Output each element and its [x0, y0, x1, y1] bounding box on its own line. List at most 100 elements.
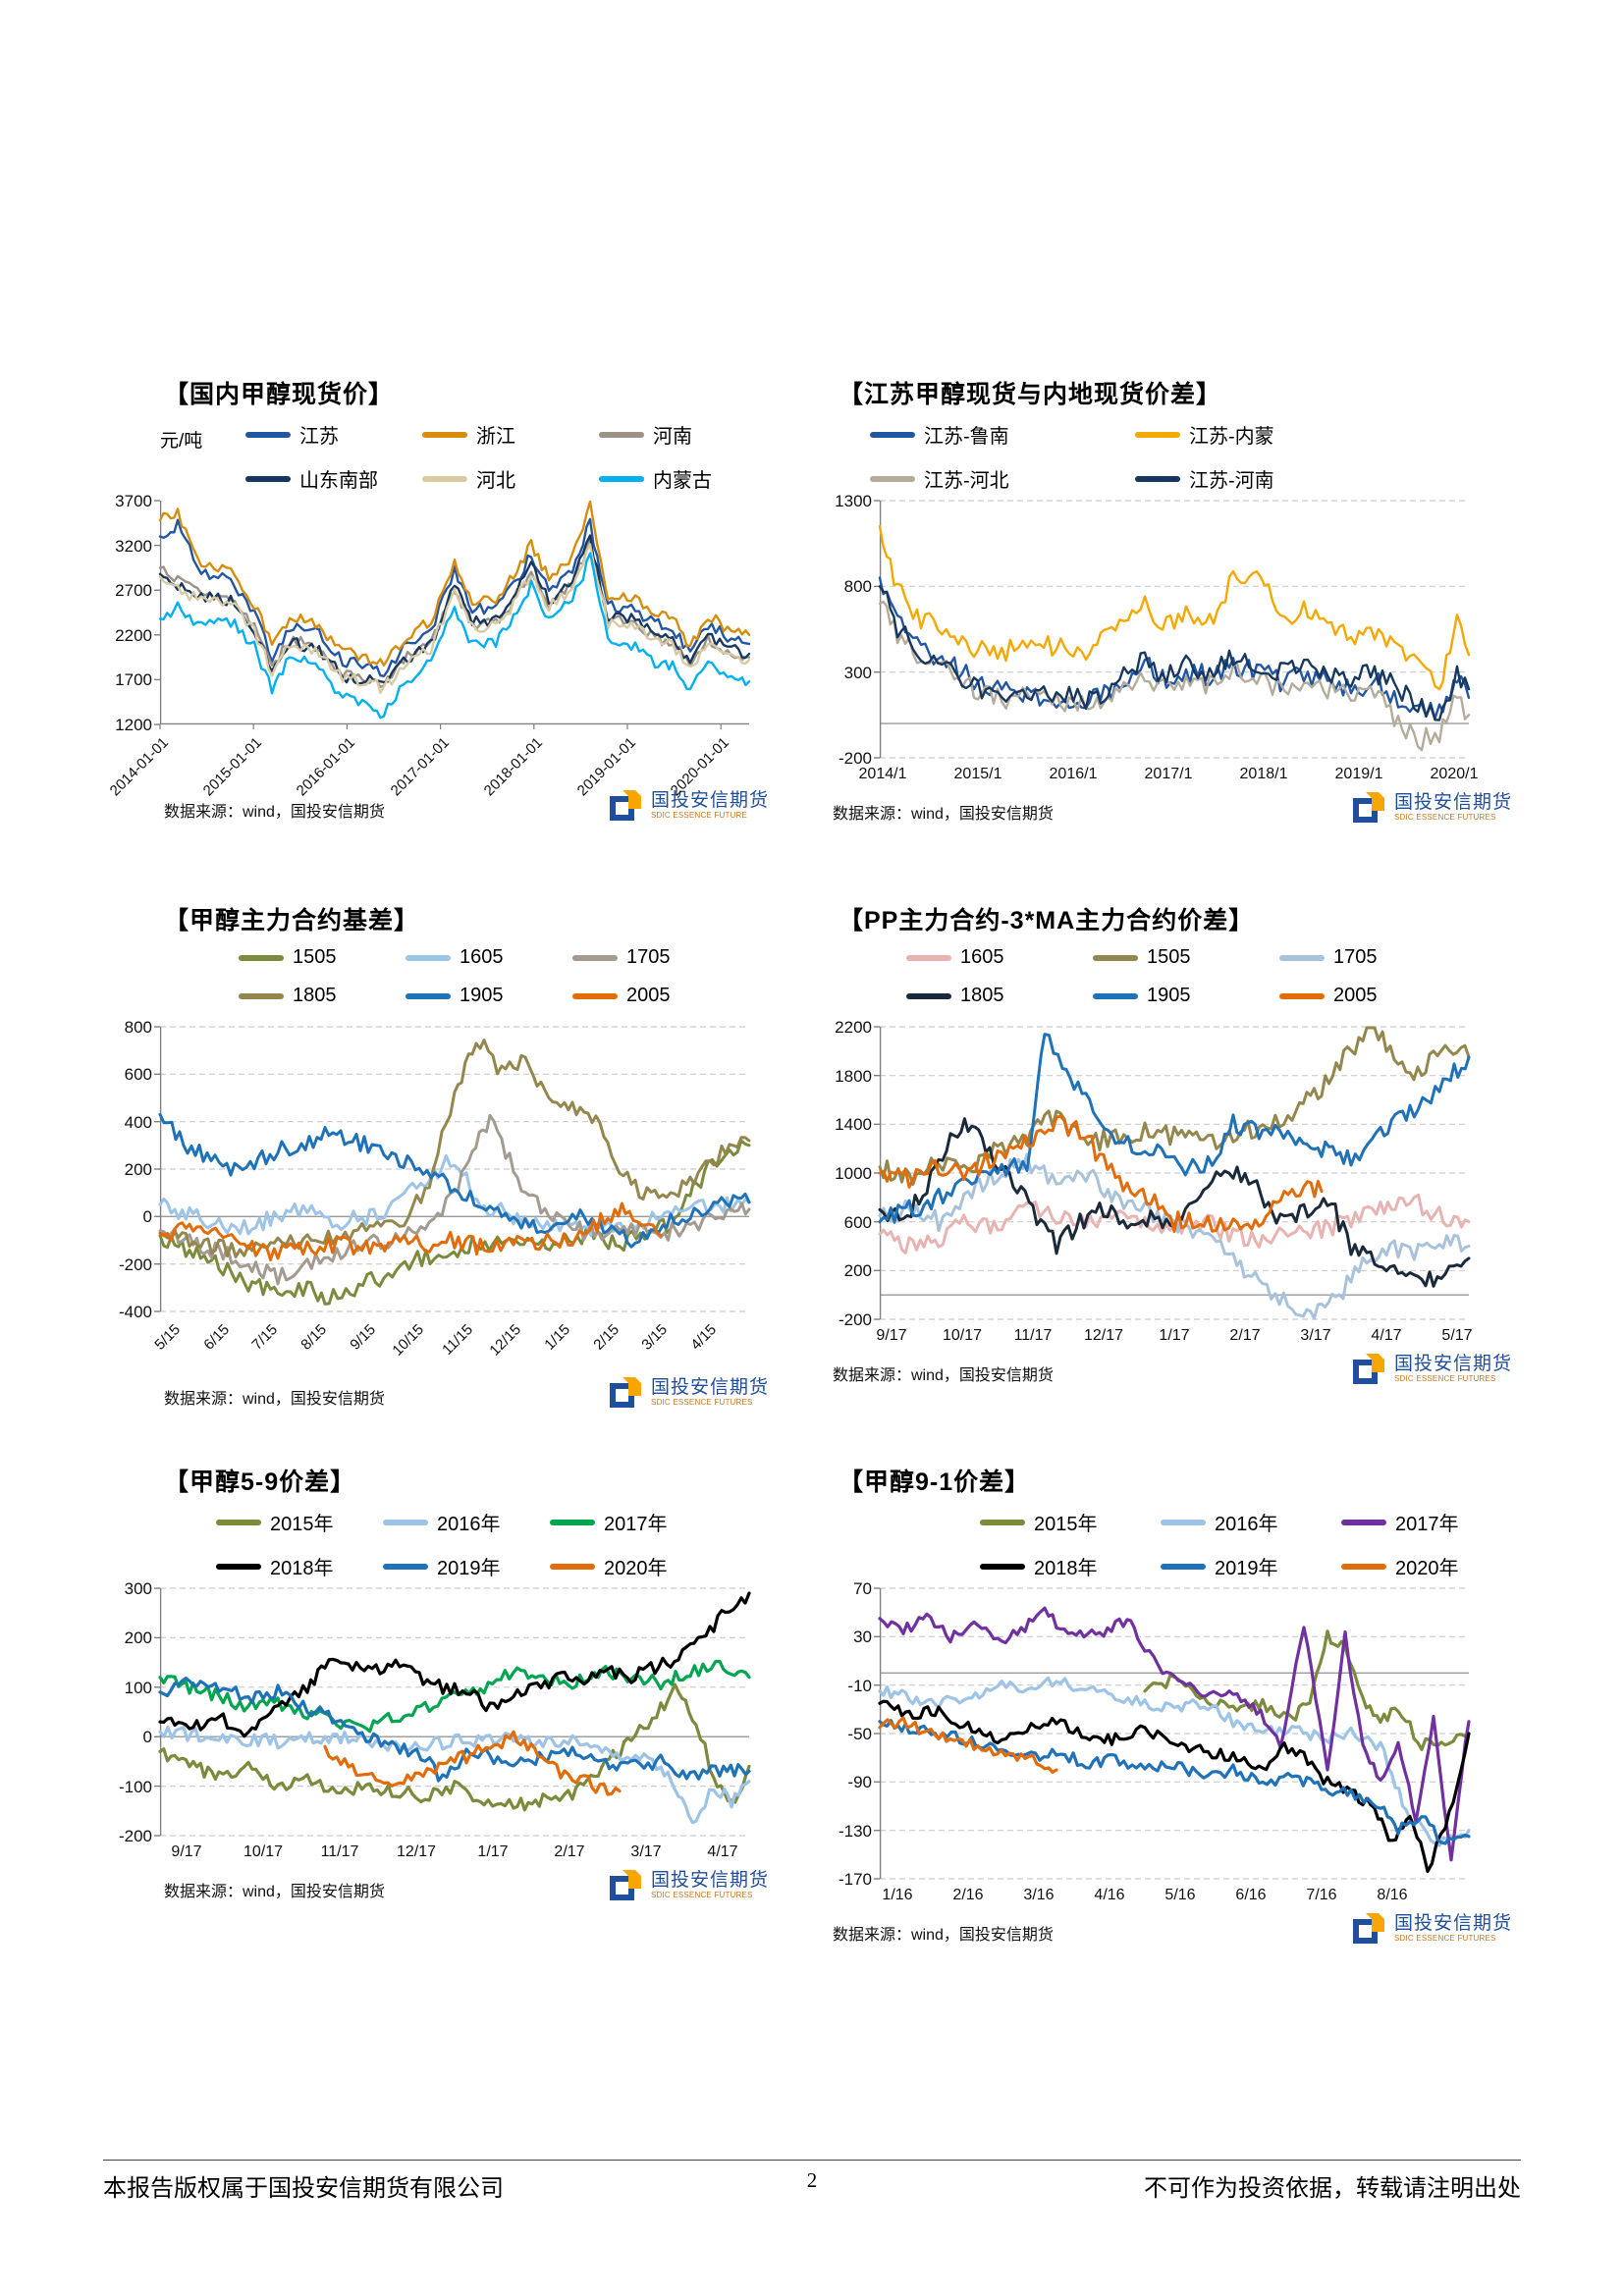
x-tick-label: 6/15: [199, 1321, 233, 1354]
legend-label: 2019年: [437, 1558, 501, 1579]
legend-swatch: [1279, 992, 1325, 999]
legend-label: 1505: [1147, 946, 1191, 968]
series-line-江苏-内蒙: [878, 525, 1471, 691]
legend-swatch: [572, 992, 618, 999]
y-tick-label: -50: [847, 1725, 872, 1743]
legend-swatch: [216, 1519, 261, 1525]
company-logo: 国投安信期货 SDIC ESSENCE FUTURES: [609, 1869, 769, 1901]
company-logo-text: 国投安信期货 SDIC ESSENCE FUTURES: [1393, 791, 1512, 823]
legend-swatch: [1093, 992, 1138, 999]
legend-item: 1605: [906, 946, 1093, 969]
x-tick-label: 2/17: [554, 1843, 585, 1860]
x-tick-label: 2/16: [952, 1887, 984, 1903]
legend-swatch: [550, 1563, 595, 1570]
x-tick-label: 2020-01-01: [667, 734, 733, 800]
series-line-2018年: [878, 1699, 1471, 1874]
company-logo-text: 国投安信期货 SDIC ESSENCE FUTURES: [650, 1870, 769, 1900]
data-source-label: 数据来源：wind，国投安信期货: [833, 1927, 1054, 1944]
series-line-1505: [878, 1026, 1471, 1186]
chart-plot: [874, 1026, 1471, 1320]
y-tick-label: 1200: [115, 716, 152, 734]
logo-subtitle-en: SDIC ESSENCE FUTURES: [1393, 1373, 1496, 1383]
legend-label: 1805: [293, 985, 337, 1006]
legend-row: 山东南部 河北 内蒙古: [245, 464, 802, 493]
logo-subtitle-en: SDIC ESSENCE FUTURES: [650, 1890, 753, 1899]
legend-swatch: [239, 992, 284, 999]
x-tick-label: 12/15: [486, 1321, 525, 1360]
chart-legend: 1505 1605 1705 1805 1905 2005: [103, 946, 802, 1027]
legend-label: 1805: [960, 985, 1004, 1006]
y-tick-label: 0: [142, 1728, 152, 1747]
legend-item: 2018年: [216, 1552, 383, 1580]
chart-title: 【PP主力合约-3*MA主力合约价差】: [839, 907, 1255, 934]
series-line-江苏-河南: [878, 585, 1471, 721]
y-tick-label: 3700: [115, 492, 152, 510]
x-tick-label: 2015/1: [953, 766, 1002, 782]
legend-row: 1505 1605 1705: [239, 946, 802, 969]
legend-label: 2018年: [1034, 1558, 1098, 1579]
legend-label: 2005: [626, 985, 671, 1006]
data-source-label: 数据来源：wind，国投安信期货: [833, 806, 1054, 823]
chart-panel: 【甲醇9-1价差】 2015年 2016年 2017年 2018年 2019年 2020年…: [823, 1463, 1522, 1945]
company-logo: 国投安信期货 SDIC ESSENCE FUTURES: [609, 1376, 769, 1409]
y-axis-unit-label: 元/吨: [160, 431, 203, 452]
legend-label: 2019年: [1215, 1558, 1278, 1579]
chart-plot: [154, 1026, 751, 1312]
legend-item: 1705: [572, 946, 739, 969]
x-tick-label: 4/16: [1094, 1887, 1125, 1903]
x-tick-label: 5/16: [1164, 1887, 1196, 1903]
chart-panel: 【PP主力合约-3*MA主力合约价差】 1605 1505 1705 1805 1905…: [823, 901, 1522, 1385]
series-line-1605: [878, 1193, 1471, 1255]
legend-item: 山东南部: [245, 464, 422, 493]
x-tick-label: 2018-01-01: [480, 734, 546, 800]
y-tick-label: 2200: [835, 1018, 872, 1037]
legend-label: 1705: [1333, 946, 1378, 968]
source-row: 数据来源：wind，国投安信期货 国投安信期货 SDIC ESSENCE FUT…: [823, 1353, 1522, 1385]
legend-item: 江苏-河南: [1135, 464, 1400, 493]
chart-title: 【甲醇9-1价差】: [839, 1468, 1031, 1496]
chart-plot: [874, 1587, 1471, 1880]
legend-swatch: [1341, 1519, 1386, 1525]
legend-item: 2019年: [383, 1552, 550, 1580]
legend-swatch: [906, 992, 951, 999]
legend-row: 1805 1905 2005: [906, 985, 1522, 1007]
legend-label: 1705: [626, 946, 671, 968]
legend-item: 2016年: [1161, 1508, 1341, 1536]
x-tick-label: 4/15: [687, 1321, 721, 1354]
x-tick-label: 10/17: [243, 1843, 284, 1860]
x-tick-label: 3/16: [1023, 1887, 1055, 1903]
legend-swatch: [383, 1519, 428, 1525]
x-tick-label: 11/17: [320, 1843, 359, 1860]
legend-row: 2015年 2016年 2017年: [216, 1508, 802, 1536]
x-tick-label: 2016/1: [1049, 766, 1098, 782]
chart-title: 【甲醇5-9价差】: [164, 1468, 356, 1496]
source-row: 数据来源：wind，国投安信期货 国投安信期货 SDIC ESSENCE FUT…: [103, 789, 802, 822]
footer-copyright: 本报告版权属于国投安信期货有限公司: [103, 2175, 504, 2202]
x-tick-label: 11/15: [439, 1321, 476, 1359]
y-tick-label: -90: [847, 1773, 872, 1792]
x-tick-label: 2019-01-01: [573, 734, 640, 800]
legend-swatch: [1279, 954, 1325, 961]
series-line-1705: [878, 1152, 1471, 1320]
y-tick-label: 1800: [835, 1066, 872, 1086]
series-line-2015年: [1143, 1629, 1471, 1751]
legend-item: 2020年: [550, 1552, 717, 1580]
x-tick-label: 8/16: [1377, 1887, 1408, 1903]
y-tick-label: 3200: [115, 536, 152, 556]
series-line-1905: [158, 1112, 751, 1249]
x-tick-label: 2/15: [590, 1321, 623, 1354]
legend-row: 1605 1505 1705: [906, 946, 1522, 969]
chart-plot-area: 2200 1800 1400 1000 600 200 -200 9/17 10/17 11/17…: [823, 1018, 1522, 1353]
series-line-1805: [158, 1039, 751, 1258]
company-logo-icon: [1352, 1913, 1384, 1944]
logo-subtitle-en: SDIC ESSENCE FUTURES: [1393, 812, 1496, 822]
x-tick-label: 2017/1: [1144, 766, 1193, 782]
x-tick-label: 6/16: [1235, 1887, 1267, 1903]
legend-swatch: [1341, 1563, 1386, 1570]
legend-swatch: [550, 1519, 595, 1525]
chart-plot-area: 800 600 400 200 0 -200 -400 5/15 6/15 7/15 8/15 9/1…: [103, 1018, 802, 1376]
series-line-浙江: [158, 500, 751, 667]
chart-plot: [874, 500, 1471, 759]
logo-name-cn: 国投安信期货: [1393, 791, 1512, 813]
